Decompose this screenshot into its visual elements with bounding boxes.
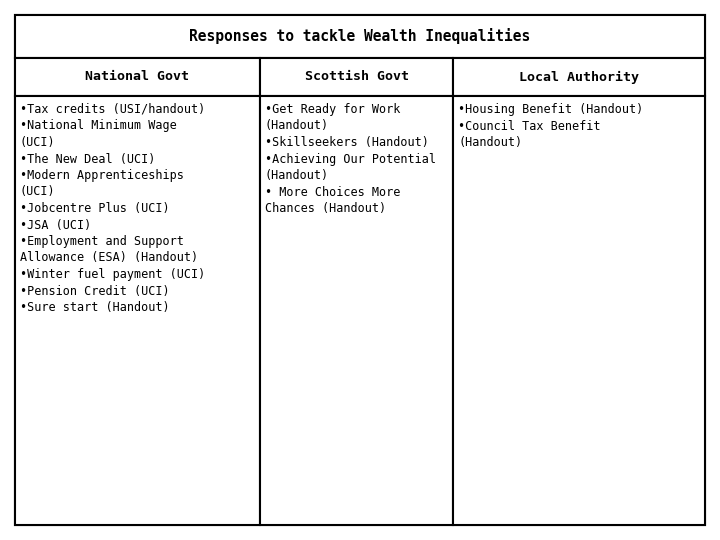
Bar (453, 96, 705, 525)
Bar (260, 58, 453, 96)
Text: •Tax credits (USI/handout)
•National Minimum Wage
(UCI)
•The New Deal (UCI)
•Mod: •Tax credits (USI/handout) •National Min… (20, 103, 205, 314)
Bar (260, 96, 453, 525)
Bar (15, 96, 260, 525)
Bar (15, 15, 705, 58)
Text: Responses to tackle Wealth Inequalities: Responses to tackle Wealth Inequalities (189, 29, 531, 44)
Bar (453, 58, 705, 96)
Text: National Govt: National Govt (86, 71, 189, 84)
Text: Scottish Govt: Scottish Govt (305, 71, 408, 84)
Bar (15, 58, 260, 96)
Text: •Get Ready for Work
(Handout)
•Skillseekers (Handout)
•Achieving Our Potential
(: •Get Ready for Work (Handout) •Skillseek… (265, 103, 436, 215)
Text: •Housing Benefit (Handout)
•Council Tax Benefit
(Handout): •Housing Benefit (Handout) •Council Tax … (458, 103, 644, 149)
Text: Local Authority: Local Authority (519, 70, 639, 84)
